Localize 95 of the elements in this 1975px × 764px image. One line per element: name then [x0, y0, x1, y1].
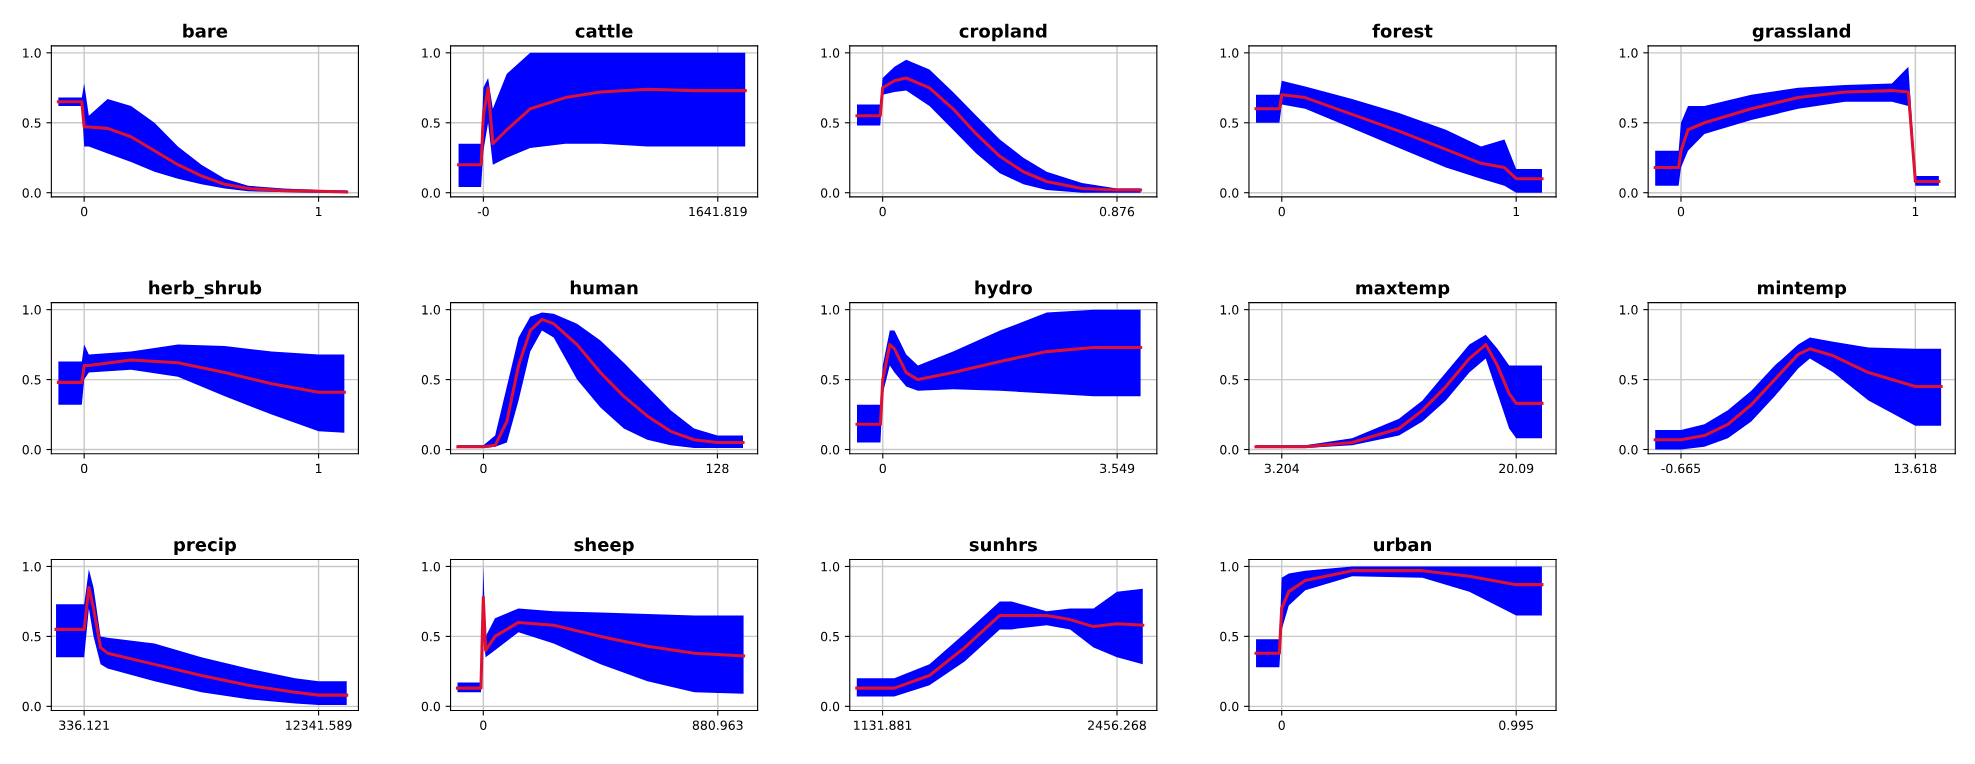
line-series — [1254, 93, 1544, 181]
line-series — [54, 585, 349, 697]
y-tick-label: 0.5 — [421, 631, 440, 642]
x-tick-label: 13.618 — [1894, 463, 1937, 474]
x-tick-label: 0.876 — [1099, 206, 1135, 217]
x-tick-label: -0 — [477, 206, 489, 217]
chart-title: sheep — [574, 537, 634, 555]
chart-title: precip — [174, 537, 237, 555]
y-tick-label: 0.5 — [22, 631, 41, 642]
x-tick-label: 0 — [1677, 206, 1685, 217]
chart-title: grassland — [1752, 23, 1851, 42]
chart-title: mintemp — [1757, 280, 1847, 299]
line-series — [855, 613, 1145, 690]
chart-title: sunhrs — [969, 537, 1037, 552]
x-tick-label: -0.665 — [1661, 463, 1701, 474]
x-tick-label: 1131.881 — [854, 720, 912, 730]
y-tick-label: 0.0 — [1220, 444, 1239, 455]
x-tick-label: 0 — [1278, 206, 1285, 217]
chart-title: cropland — [959, 23, 1047, 42]
y-tick-label: 0.5 — [22, 118, 41, 128]
y-tick-label: 1.0 — [821, 305, 840, 315]
chart-title: human — [570, 280, 638, 295]
y-tick-label: 1.0 — [821, 561, 840, 572]
y-tick-label: 0.5 — [1220, 118, 1239, 128]
line-series — [457, 86, 747, 167]
y-tick-label: 1.0 — [821, 48, 840, 58]
y-tick-label: 0.0 — [820, 701, 840, 712]
line-series — [1653, 347, 1943, 442]
y-tick-label: 1.0 — [1619, 48, 1638, 58]
y-tick-label: 1.0 — [422, 305, 440, 315]
line-series — [56, 358, 346, 394]
x-tick-label: 3.549 — [1100, 463, 1135, 474]
x-tick-label: 3.204 — [1264, 463, 1299, 474]
x-tick-label: 0 — [81, 206, 88, 217]
x-tick-label: 1 — [315, 207, 322, 217]
x-tick-label: 880.963 — [692, 720, 743, 730]
y-tick-label: 1.0 — [23, 561, 41, 572]
y-tick-label: 1.0 — [1220, 305, 1239, 315]
x-tick-label: 1 — [315, 463, 322, 473]
y-tick-label: 0.5 — [820, 118, 839, 128]
line-series — [1653, 89, 1941, 184]
x-tick-label: 1 — [1513, 207, 1520, 217]
y-tick-label: 1.0 — [23, 305, 41, 315]
y-tick-label: 0.0 — [1220, 701, 1239, 712]
y-tick-label: 0.5 — [1220, 375, 1239, 385]
x-tick-label: 336.121 — [59, 720, 109, 730]
y-tick-label: 0.5 — [820, 375, 839, 385]
x-tick-label: 0 — [879, 463, 886, 474]
y-tick-label: 1.0 — [1220, 561, 1239, 572]
x-tick-label: 12341.589 — [286, 720, 352, 730]
x-tick-label: 0 — [81, 463, 88, 474]
chart-title: maxtemp — [1356, 281, 1450, 299]
y-tick-label: 0.0 — [1619, 444, 1638, 455]
y-tick-label: 0.0 — [22, 188, 41, 198]
y-tick-label: 0.0 — [421, 701, 440, 712]
y-tick-label: 0.5 — [1220, 631, 1239, 642]
y-tick-label: 0.0 — [421, 444, 440, 455]
y-tick-label: 0.0 — [820, 444, 840, 455]
y-tick-label: 0.5 — [22, 375, 41, 385]
y-tick-label: 0.0 — [1220, 188, 1239, 198]
x-tick-label: 0 — [480, 720, 487, 730]
chart-title: hydro — [975, 280, 1032, 299]
line-series — [1254, 569, 1544, 655]
x-tick-label: 0.995 — [1499, 720, 1534, 730]
y-tick-label: 1.0 — [23, 48, 41, 58]
y-tick-label: 0.5 — [421, 375, 440, 385]
x-tick-label: 2456.268 — [1088, 720, 1146, 730]
chart-title: urban — [1374, 537, 1431, 552]
y-tick-label: 0.0 — [22, 444, 41, 455]
line-series — [455, 595, 746, 690]
y-tick-label: 0.0 — [22, 701, 41, 712]
chart-title: forest — [1372, 23, 1433, 38]
x-tick-label: 20.09 — [1499, 463, 1534, 474]
x-tick-label: 1 — [1912, 207, 1919, 217]
x-tick-label: 1641.819 — [689, 206, 747, 217]
y-tick-label: 1.0 — [422, 48, 440, 58]
x-tick-label: 0 — [480, 463, 487, 474]
y-tick-label: 0.0 — [820, 188, 840, 198]
chart-title: bare — [183, 23, 228, 38]
x-tick-label: 0 — [879, 206, 886, 217]
x-tick-label: 0 — [1278, 720, 1285, 730]
line-series — [56, 100, 349, 194]
y-tick-label: 0.5 — [421, 118, 440, 128]
x-tick-label: 128 — [706, 463, 729, 474]
y-tick-label: 0.0 — [421, 188, 440, 198]
y-tick-label: 0.5 — [1619, 375, 1638, 385]
y-tick-label: 0.0 — [1619, 188, 1638, 198]
chart-title: herb_shrub — [149, 280, 262, 299]
chart-title: cattle — [575, 23, 633, 38]
y-tick-label: 1.0 — [422, 561, 440, 572]
y-tick-label: 0.5 — [820, 631, 839, 642]
line-series — [855, 343, 1143, 426]
y-tick-label: 1.0 — [1619, 305, 1638, 315]
y-tick-label: 1.0 — [1220, 48, 1239, 58]
y-tick-label: 0.5 — [1619, 118, 1638, 128]
